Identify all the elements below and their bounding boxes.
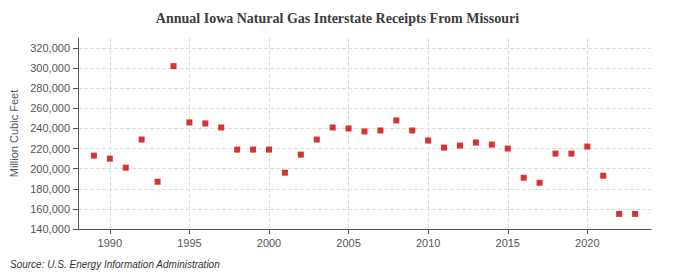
svg-text:220,000: 220,000 — [30, 143, 70, 155]
svg-text:1995: 1995 — [177, 237, 201, 249]
svg-text:2015: 2015 — [496, 237, 520, 249]
svg-text:1990: 1990 — [98, 237, 122, 249]
svg-text:2000: 2000 — [257, 237, 281, 249]
svg-text:180,000: 180,000 — [30, 183, 70, 195]
svg-text:Source: U.S. Energy Informatio: Source: U.S. Energy Information Administ… — [10, 259, 220, 270]
svg-text:140,000: 140,000 — [30, 223, 70, 235]
svg-text:2005: 2005 — [336, 237, 360, 249]
svg-text:260,000: 260,000 — [30, 102, 70, 114]
svg-text:320,000: 320,000 — [30, 42, 70, 54]
svg-text:160,000: 160,000 — [30, 203, 70, 215]
svg-text:2020: 2020 — [575, 237, 599, 249]
svg-text:240,000: 240,000 — [30, 122, 70, 134]
svg-text:200,000: 200,000 — [30, 163, 70, 175]
svg-text:Million Cubic Feet: Million Cubic Feet — [8, 90, 20, 177]
svg-text:280,000: 280,000 — [30, 82, 70, 94]
svg-text:2010: 2010 — [416, 237, 440, 249]
svg-text:Annual Iowa Natural Gas Inters: Annual Iowa Natural Gas Interstate Recei… — [156, 11, 519, 26]
svg-text:300,000: 300,000 — [30, 62, 70, 74]
